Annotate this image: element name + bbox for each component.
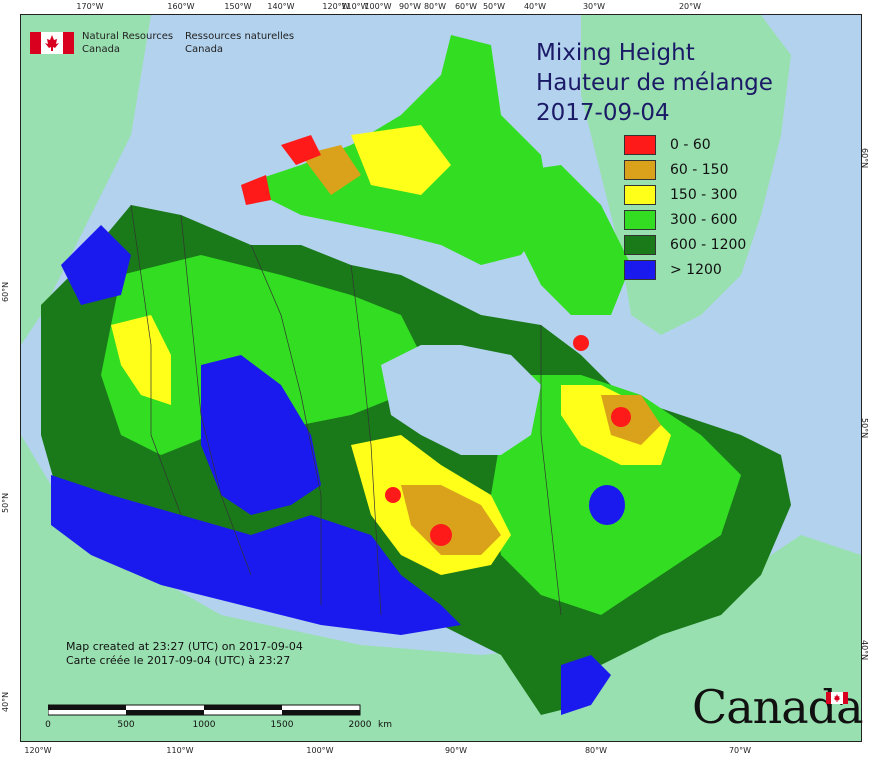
left-lat-label: 50°N [1,492,10,513]
alaska-land [21,15,151,345]
legend-swatch [624,259,656,280]
bottom-lon-label: 120°W [24,746,52,755]
top-lon-label: 150°W [224,2,252,11]
legend-swatch [624,134,656,155]
map-title: Mixing Height Hauteur de mélange 2017-09… [536,38,773,128]
top-lon-label: 80°W [423,2,447,11]
legend-item: 150 - 300 [624,182,746,207]
zone-0-60-prairie-b [385,487,401,503]
agency-en-line1: Natural Resources [82,31,174,42]
provincial-borders [130,204,562,616]
zone-0-60-baffin [573,335,589,351]
top-lon-label: 50°W [482,2,506,11]
top-lon-label: 30°W [582,2,606,11]
legend-swatch [624,234,656,255]
legend: 0 - 60 60 - 150 150 - 300 300 - 600 600 … [624,132,746,282]
bottom-lon-label: 80°W [584,746,608,755]
scale-tick: 1000 [192,720,216,730]
agency-en-line2: Canada [82,44,121,55]
agency-name-fr: Ressources naturelles Canada [185,30,294,56]
zone-over-1200-south [51,475,461,635]
map-credit: Map created at 23:27 (UTC) on 2017-09-04… [66,640,303,668]
bottom-lon-label: 90°W [444,746,468,755]
top-lon-label: 20°W [678,2,702,11]
top-lon-label: 120°W [322,2,350,11]
map-svg [21,15,861,741]
zone-over-1200-yukon [61,225,131,305]
legend-item: > 1200 [624,257,746,282]
legend-swatch [624,209,656,230]
scale-tick: 500 [117,720,135,730]
scale-bar: 0 500 1000 1500 2000 km [40,704,400,732]
credit-fr: Carte créée le 2017-09-04 (UTC) à 23:27 [66,654,291,667]
zone-150-300-bc [111,315,171,405]
canada-flag-icon [30,32,74,54]
zone-60-150-labrador [601,395,661,445]
scale-tick: 2000 [348,720,372,730]
map-canvas[interactable] [20,14,862,742]
hudson-bay [381,345,541,455]
legend-label: 150 - 300 [670,186,738,203]
scale-tick: 0 [45,720,51,730]
greenland-land [581,15,791,335]
top-lon-label: 170°W [76,2,104,11]
legend-label: > 1200 [670,261,722,278]
canada-flag-icon [826,692,848,704]
zone-60-150-prairie [401,485,501,555]
baffin-island [491,165,631,315]
legend-label: 0 - 60 [670,136,711,153]
bottom-lon-label: 70°W [728,746,752,755]
zone-60-150-arctic [301,145,361,195]
zone-300-600-north [101,255,421,455]
scale-tick: 1500 [270,720,294,730]
legend-label: 300 - 600 [670,211,738,228]
top-lon-label: 140°W [267,2,295,11]
top-lon-label: 40°W [523,2,547,11]
left-lat-label: 40°N [1,691,10,712]
legend-label: 600 - 1200 [670,236,747,253]
right-lat-label: 60°N [860,148,869,169]
agency-name-en: Natural Resources Canada [82,30,173,56]
legend-item: 0 - 60 [624,132,746,157]
legend-item: 60 - 150 [624,157,746,182]
agency-fr-line1: Ressources naturelles [185,31,295,42]
zone-0-60-labrador [611,407,631,427]
top-lon-label: 90°W [398,2,422,11]
zone-150-300-arctic [351,125,451,195]
bottom-lon-label: 110°W [166,746,194,755]
zone-0-60-prairie-a [430,524,452,546]
legend-swatch [624,159,656,180]
top-lon-label: 110°W [341,2,369,11]
title-date: 2017-09-04 [536,100,670,126]
zone-0-60-arctic-b [241,175,271,205]
title-en: Mixing Height [536,40,695,66]
top-lon-label: 100°W [364,2,392,11]
zone-over-1200-central [201,355,321,515]
right-lat-label: 40°N [860,640,869,661]
legend-label: 60 - 150 [670,161,729,178]
zone-over-1200-quebec [589,485,625,525]
left-lat-label: 60°N [1,281,10,302]
zone-over-1200-ontario [561,655,611,715]
credit-en: Map created at 23:27 (UTC) on 2017-09-04 [66,640,303,653]
legend-item: 600 - 1200 [624,232,746,257]
scale-unit: km [378,720,392,730]
agency-fr-line2: Canada [185,44,224,55]
bottom-lon-label: 100°W [306,746,334,755]
top-lon-label: 160°W [167,2,195,11]
scale-bar-graphic [48,704,361,716]
right-lat-label: 50°N [860,418,869,439]
legend-item: 300 - 600 [624,207,746,232]
usa-land [21,435,861,741]
legend-swatch [624,184,656,205]
top-lon-label: 60°W [454,2,478,11]
zone-0-60-arctic-a [281,135,321,165]
title-fr: Hauteur de mélange [536,70,773,96]
canada-wordmark: Canada [692,680,864,734]
